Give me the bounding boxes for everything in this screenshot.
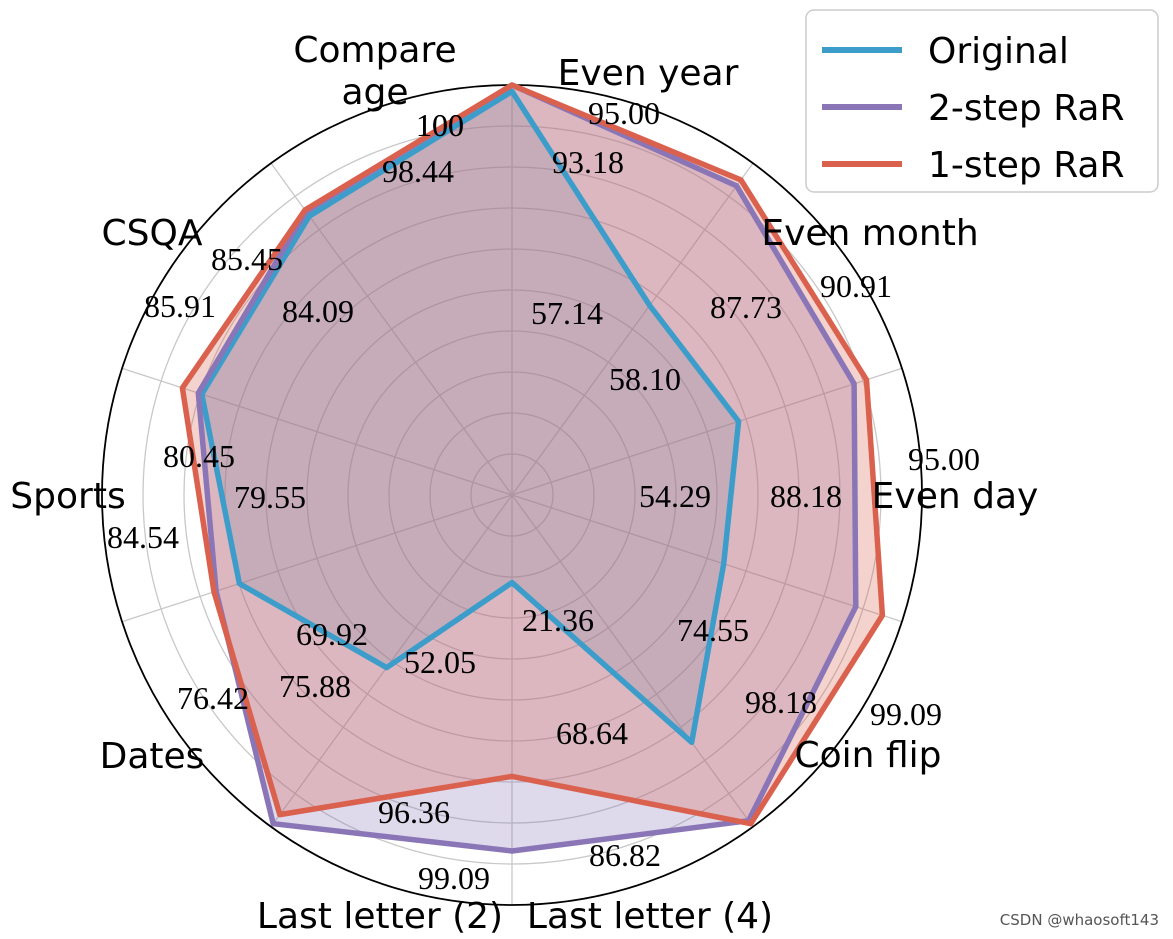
legend-entry: 1-step RaR (928, 145, 1125, 186)
value-label: 74.55 (677, 612, 749, 648)
value-label: 100 (416, 107, 464, 143)
value-label: 79.55 (234, 479, 306, 515)
grid-spoke (121, 367, 513, 496)
value-label: 95.00 (908, 441, 980, 477)
value-label: 98.44 (382, 153, 454, 189)
value-label: 52.05 (404, 644, 476, 680)
value-label: 84.09 (282, 293, 354, 329)
value-label: 85.91 (144, 288, 216, 324)
value-label: 57.14 (531, 295, 603, 331)
axis-label: CSQA (102, 213, 203, 254)
grid-spoke (511, 494, 903, 623)
axis-label: Sports (10, 476, 125, 517)
value-label: 80.45 (163, 438, 235, 474)
value-label: 100 (416, 107, 464, 143)
axis-label: Coin flip (795, 735, 942, 776)
series-lines (179, 82, 886, 854)
series-fills (182, 85, 883, 851)
value-label: 54.29 (639, 478, 711, 514)
series-fill-1-step-rar (182, 85, 883, 824)
value-label: 86.82 (589, 837, 661, 873)
value-label: 69.92 (296, 616, 368, 652)
series-fill-original (201, 91, 739, 743)
legend-entry: 2-step RaR (928, 88, 1125, 129)
grid-spoke (270, 162, 513, 496)
series-line-2-step-rar (195, 82, 859, 854)
grid-spoke (511, 367, 903, 496)
series-fill-2-step-rar (198, 85, 856, 851)
series-line-original (199, 88, 742, 746)
value-label: 75.88 (279, 668, 351, 704)
value-label: 98.18 (745, 684, 817, 720)
value-label: 95.00 (588, 95, 660, 131)
value-label: 84.54 (107, 519, 179, 555)
value-label: 58.10 (609, 361, 681, 397)
value-label: 96.36 (378, 794, 450, 830)
axis-label: Last letter (2) (257, 896, 503, 937)
grid-spoke (511, 162, 754, 496)
value-label: 88.18 (770, 478, 842, 514)
value-label: 76.42 (177, 680, 249, 716)
legend-frame (805, 9, 1159, 193)
axis-label: Even month (761, 213, 978, 254)
value-label: 21.36 (522, 602, 594, 638)
axis-label: Even day (872, 476, 1039, 517)
legend: Original 2-step RaR 1-step RaR (805, 9, 1159, 193)
grid-spoke (121, 494, 513, 623)
axis-labels: Compare age Even year Even month Even day Coi… (10, 30, 1038, 937)
axis-label: Dates (100, 736, 205, 777)
value-label: 90.91 (820, 268, 892, 304)
value-label: 68.64 (556, 715, 628, 751)
series-line-1-step-rar (179, 82, 886, 827)
grid-spoke (270, 494, 513, 828)
grid-spoke (511, 494, 754, 828)
axis-label: Compare age (293, 30, 456, 113)
value-label: 99.09 (418, 860, 490, 896)
value-label: 85.45 (211, 241, 283, 277)
watermark: CSDN @whaosoft143 (999, 911, 1159, 929)
legend-entry: Original (928, 31, 1069, 72)
value-label: 99.09 (870, 696, 942, 732)
axis-label: Even year (558, 53, 739, 94)
value-label: 93.18 (552, 144, 624, 180)
axis-label: Last letter (4) (527, 896, 773, 937)
value-label: 87.73 (710, 289, 782, 325)
